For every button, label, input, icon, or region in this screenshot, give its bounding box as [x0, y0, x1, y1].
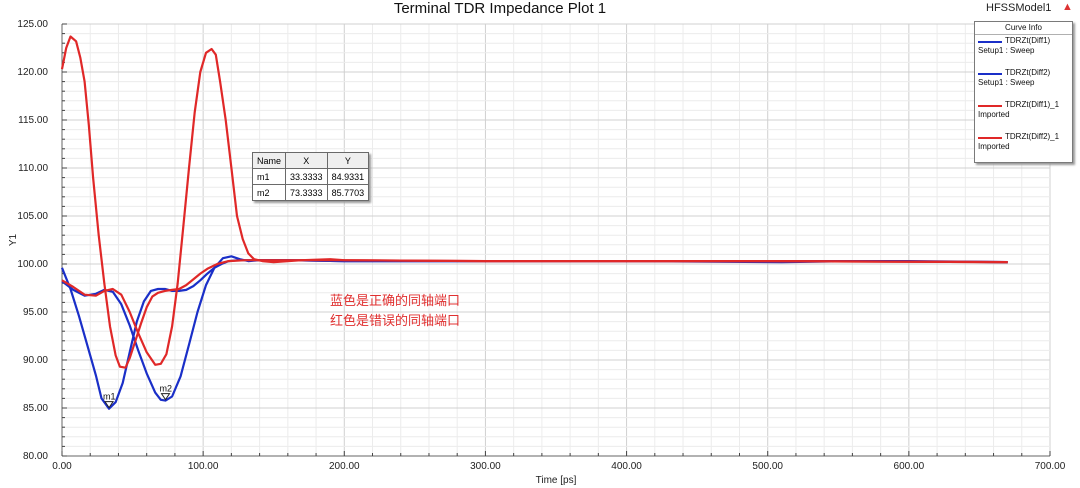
legend-swatch-diff2 — [978, 73, 1002, 75]
y-tick-label: 105.00 — [17, 211, 48, 222]
x-tick-label: 600.00 — [894, 461, 925, 472]
legend-name: TDRZt(Diff2)_1 — [1005, 132, 1060, 141]
y-axis-label: Y1 — [8, 233, 19, 246]
curves — [60, 35, 1008, 410]
legend-entry-diff1[interactable]: TDRZt(Diff1) Setup1 : Sweep — [975, 35, 1072, 67]
x-tick-label: 300.00 — [470, 461, 501, 472]
markers: m1 m2 — [103, 384, 173, 409]
axes — [61, 23, 1051, 457]
legend-entry-diff2[interactable]: TDRZt(Diff2) Setup1 : Sweep — [975, 67, 1072, 99]
y-tick-label: 120.00 — [17, 67, 48, 78]
marker-y-cell: 84.9331 — [326, 168, 370, 185]
y-tick-label: 95.00 — [23, 307, 48, 318]
legend-swatch-diff2-imported — [978, 137, 1002, 139]
legend-name: TDRZt(Diff1)_1 — [1005, 100, 1060, 109]
curve-info-legend[interactable]: Curve Info TDRZt(Diff1) Setup1 : Sweep T… — [974, 21, 1073, 163]
plot-title: Terminal TDR Impedance Plot 1 — [393, 0, 607, 17]
y-tick-label: 110.00 — [18, 163, 48, 174]
marker-table[interactable]: Name X Y m1 33.3333 84.9331 m2 73.3333 8… — [251, 152, 370, 201]
marker-table-row: m2 73.3333 85.7703 — [251, 184, 370, 201]
y-tick-label: 125.00 — [17, 19, 48, 30]
marker-table-header-y: Y — [326, 152, 370, 169]
legend-source: Imported — [978, 142, 1010, 151]
x-tick-label: 700.00 — [1035, 461, 1066, 472]
legend-title: Curve Info — [975, 22, 1072, 35]
x-tick-label: 500.00 — [752, 461, 783, 472]
legend-source: Setup1 : Sweep — [978, 46, 1035, 55]
marker-y-cell: 85.7703 — [326, 184, 370, 201]
marker-table-header-name: Name — [251, 152, 287, 169]
grid — [61, 23, 1051, 457]
marker-table-header: Name X Y — [251, 152, 370, 169]
app-name: HFSSModel1 — [986, 2, 1052, 14]
y-tick-label: 90.00 — [23, 355, 48, 366]
marker-x-cell: 73.3333 — [285, 184, 328, 201]
marker-name-cell: m2 — [251, 184, 287, 201]
x-tick-label: 400.00 — [611, 461, 642, 472]
legend-swatch-diff1 — [978, 41, 1002, 43]
annotation-blue-correct: 蓝色是正确的同轴端口 — [330, 293, 460, 309]
legend-entry-diff2-imported[interactable]: TDRZt(Diff2)_1 Imported — [975, 131, 1072, 163]
x-tick-label: 200.00 — [329, 461, 360, 472]
warning-triangle-icon[interactable]: ▲ — [1062, 1, 1073, 13]
marker-table-row: m1 33.3333 84.9331 — [251, 168, 370, 185]
marker-name-cell: m1 — [251, 168, 287, 185]
x-tick-label: 100.00 — [188, 461, 219, 472]
legend-swatch-diff1-imported — [978, 105, 1002, 107]
legend-name: TDRZt(Diff1) — [1005, 36, 1051, 45]
marker-table-header-x: X — [285, 152, 328, 169]
marker-m2-triangle — [160, 393, 171, 401]
y-tick-label: 115.00 — [18, 115, 48, 126]
marker-m1-triangle — [104, 401, 114, 409]
legend-entry-diff1-imported[interactable]: TDRZt(Diff1)_1 Imported — [975, 99, 1072, 131]
y-tick-label: 85.00 — [23, 403, 48, 414]
y-tick-label: 100.00 — [17, 259, 48, 270]
series-line-tdrzt-diff2-1 — [61, 47, 1008, 366]
series-line-tdrzt-diff1-1 — [60, 35, 1008, 369]
marker-m1-label: m1 — [103, 392, 116, 402]
legend-name: TDRZt(Diff2) — [1005, 68, 1051, 77]
plot-background — [62, 24, 1050, 456]
y-tick-label: 80.00 — [23, 451, 48, 462]
legend-source: Imported — [978, 110, 1010, 119]
marker-m2-label: m2 — [160, 384, 173, 394]
annotation-red-wrong: 红色是错误的同轴端口 — [330, 313, 460, 329]
x-axis-label: Time [ps] — [536, 475, 577, 486]
ticks: 0.00 100.00 200.00 300.00 400.00 500.00 600.00… — [17, 19, 1065, 472]
legend-source: Setup1 : Sweep — [978, 78, 1035, 87]
x-tick-label: 0.00 — [52, 461, 72, 472]
marker-x-cell: 33.3333 — [285, 168, 328, 185]
